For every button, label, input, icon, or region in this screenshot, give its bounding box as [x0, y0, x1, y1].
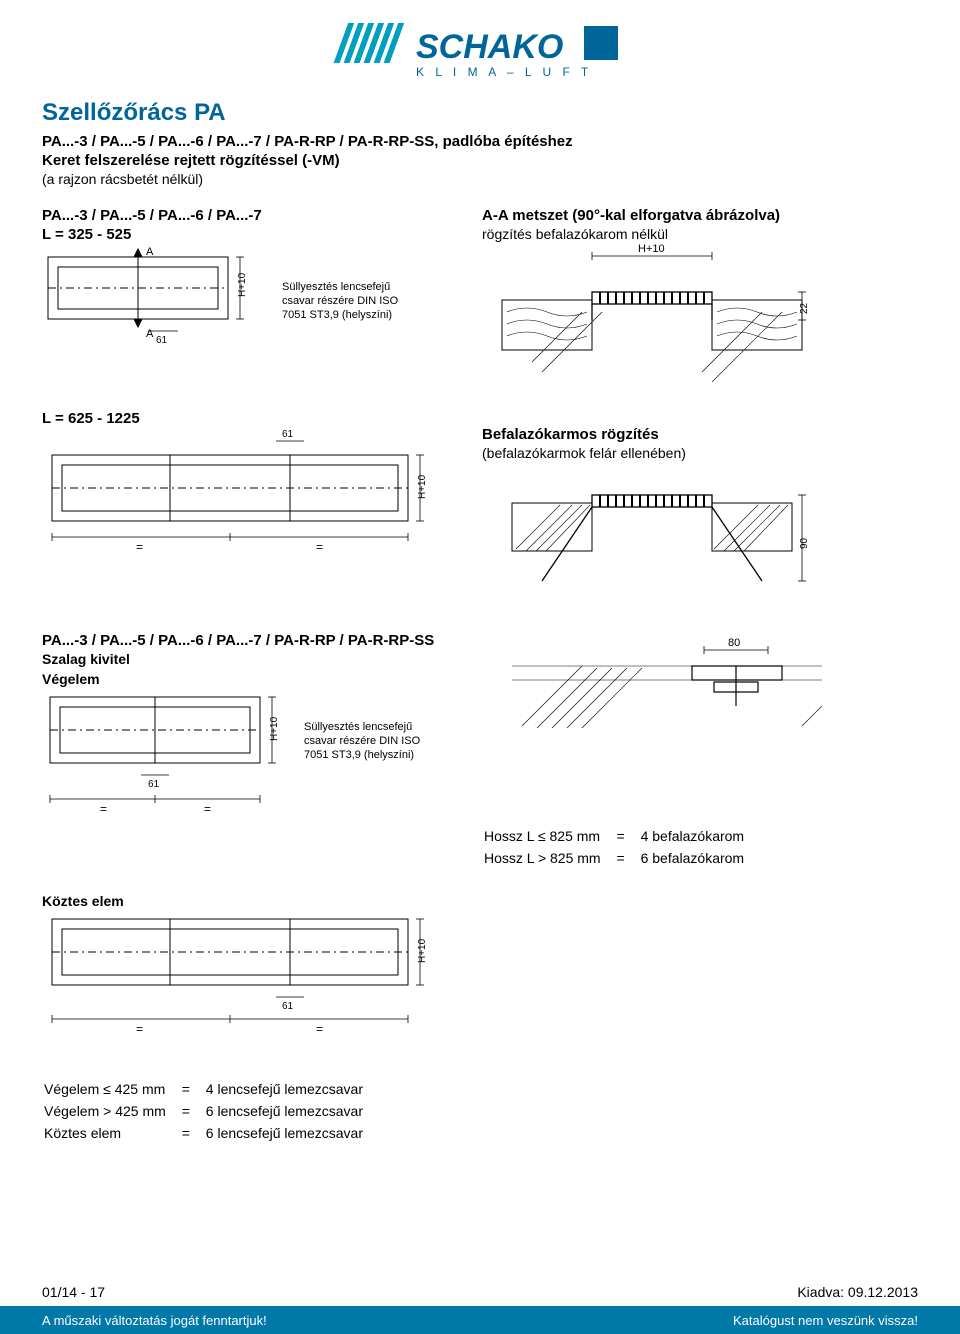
footer-right: Katalógust nem veszünk vissza!: [733, 1313, 918, 1328]
block2-right-header: Befalazókarmos rögzítés: [482, 426, 902, 443]
svg-text:A: A: [146, 328, 154, 340]
block1-right-sub: rögzítés befalazókarom nélkül: [482, 226, 902, 242]
svg-text:H+10: H+10: [638, 243, 665, 255]
szalag-label: Szalag kivitel: [42, 651, 482, 667]
svg-text:H+10: H+10: [417, 938, 428, 963]
fig-midpiece: H+10 61 = =: [42, 911, 442, 1061]
screw-note-1b: csavar részére DIN ISO: [282, 295, 442, 309]
subtitle-1: Keret felszerelése rejtett rögzítéssel (…: [42, 152, 918, 169]
vegelem-label: Végelem: [42, 671, 482, 687]
footer-left: A műszaki változtatás jogát fenntartjuk!: [42, 1313, 267, 1328]
svg-text:=: =: [136, 540, 143, 554]
screw-note-3a: Süllyesztés lencsefejű: [304, 721, 464, 735]
fig-frame-plan-large: 61 H+10 = =: [42, 429, 442, 599]
block2-right-sub: (befalazókarmok felár ellenében): [482, 445, 902, 461]
logo-subtext: K L I M A – L U F T: [416, 65, 592, 79]
svg-text:90: 90: [799, 537, 810, 549]
block3-left-header: PA...-3 / PA...-5 / PA...-6 / PA...-7 / …: [42, 632, 482, 649]
svg-text:H+10: H+10: [417, 474, 428, 499]
block1-left-header: PA...-3 / PA...-5 / PA...-6 / PA...-7: [42, 207, 482, 224]
svg-text:61: 61: [156, 335, 168, 346]
svg-text:61: 61: [282, 1001, 294, 1012]
clamp-table: Hossz L ≤ 825 mm=4 befalazókarom Hossz L…: [482, 824, 754, 870]
svg-text:80: 80: [728, 637, 740, 649]
screw-note-1c: 7051 ST3,9 (helyszíni): [282, 309, 442, 323]
block1-left-sub: L = 325 - 525: [42, 226, 482, 243]
svg-text:A: A: [146, 246, 154, 258]
fig-section-clamp: 90: [482, 461, 822, 626]
svg-text:61: 61: [148, 779, 160, 790]
svg-text:=: =: [100, 802, 107, 816]
page-number: 01/14 - 17: [42, 1284, 105, 1300]
fig-detail-80: 80: [482, 636, 822, 816]
fig-frame-plan-small: A A H+10 61 Süllyesztés: [42, 245, 442, 385]
svg-text:=: =: [136, 1022, 143, 1036]
page-title: Szellőzőrács PA: [42, 99, 918, 127]
issue-date: Kiadva: 09.12.2013: [797, 1284, 918, 1300]
svg-text:H+10: H+10: [237, 272, 248, 297]
svg-text:H+10: H+10: [269, 716, 280, 741]
svg-text:61: 61: [282, 429, 294, 440]
subtitle-2: (a rajzon rácsbetét nélkül): [42, 171, 918, 187]
product-line: PA...-3 / PA...-5 / PA...-6 / PA...-7 / …: [42, 133, 918, 150]
screw-note-3b: csavar részére DIN ISO: [304, 735, 464, 749]
svg-text:=: =: [316, 540, 323, 554]
logo-text: SCHAKO: [416, 28, 563, 66]
koztes-label: Köztes elem: [42, 893, 482, 909]
block2-left-header: L = 625 - 1225: [42, 410, 482, 427]
fig-section-noclamp: H+10: [482, 242, 822, 402]
screw-note-1a: Süllyesztés lencsefejű: [282, 281, 442, 295]
screw-note-3c: 7051 ST3,9 (helyszíni): [304, 749, 464, 763]
block1-right-header: A-A metszet (90°-kal elforgatva ábrázolv…: [482, 207, 902, 224]
screw-table: Végelem ≤ 425 mm=4 lencsefejű lemezcsava…: [42, 1077, 373, 1145]
fig-endpiece: H+10 61 = = Süllyesztés lencsefejű csava…: [42, 689, 442, 889]
brand-logo: SCHAKO K L I M A – L U F T: [42, 18, 918, 93]
svg-text:=: =: [316, 1022, 323, 1036]
svg-text:22: 22: [799, 302, 810, 314]
svg-text:=: =: [204, 802, 211, 816]
